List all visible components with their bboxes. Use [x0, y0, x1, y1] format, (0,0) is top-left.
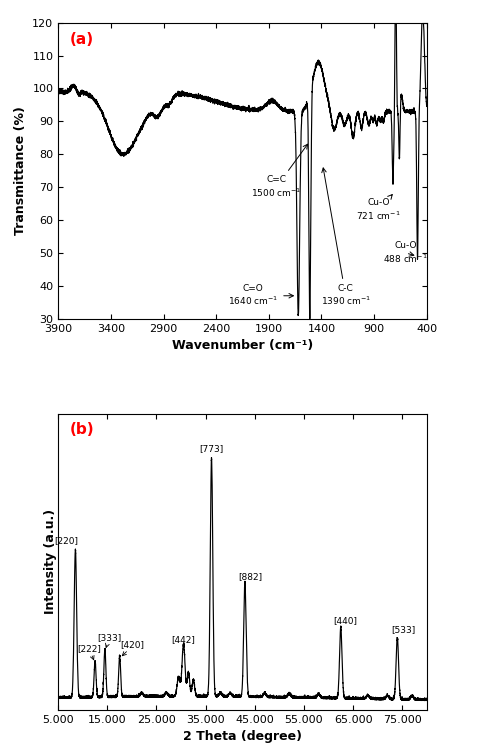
Text: [440]: [440] — [333, 616, 357, 625]
Text: C=O
1640 cm$^{-1}$: C=O 1640 cm$^{-1}$ — [227, 284, 293, 307]
Text: Cu-O
488 cm$^{-1}$: Cu-O 488 cm$^{-1}$ — [383, 242, 427, 265]
Text: [222]: [222] — [77, 644, 101, 653]
Text: C=C
1500 cm$^{-1}$: C=C 1500 cm$^{-1}$ — [251, 144, 307, 199]
Text: [333]: [333] — [97, 633, 121, 642]
Text: [773]: [773] — [199, 445, 223, 454]
Text: C-C
1390 cm$^{-1}$: C-C 1390 cm$^{-1}$ — [320, 168, 370, 307]
Y-axis label: Transmittance (%): Transmittance (%) — [14, 106, 27, 235]
Text: [420]: [420] — [120, 640, 144, 649]
Text: [533]: [533] — [390, 626, 414, 635]
Y-axis label: Intensity (a.u.): Intensity (a.u.) — [44, 509, 57, 614]
Text: (b): (b) — [69, 423, 94, 437]
X-axis label: Wavenumber (cm⁻¹): Wavenumber (cm⁻¹) — [171, 339, 313, 353]
Text: (a): (a) — [69, 32, 93, 47]
X-axis label: 2 Theta (degree): 2 Theta (degree) — [182, 730, 302, 743]
Text: [442]: [442] — [171, 636, 195, 645]
Text: [220]: [220] — [54, 536, 78, 545]
Text: [882]: [882] — [237, 572, 261, 581]
Text: Cu-O
721 cm$^{-1}$: Cu-O 721 cm$^{-1}$ — [355, 195, 400, 222]
